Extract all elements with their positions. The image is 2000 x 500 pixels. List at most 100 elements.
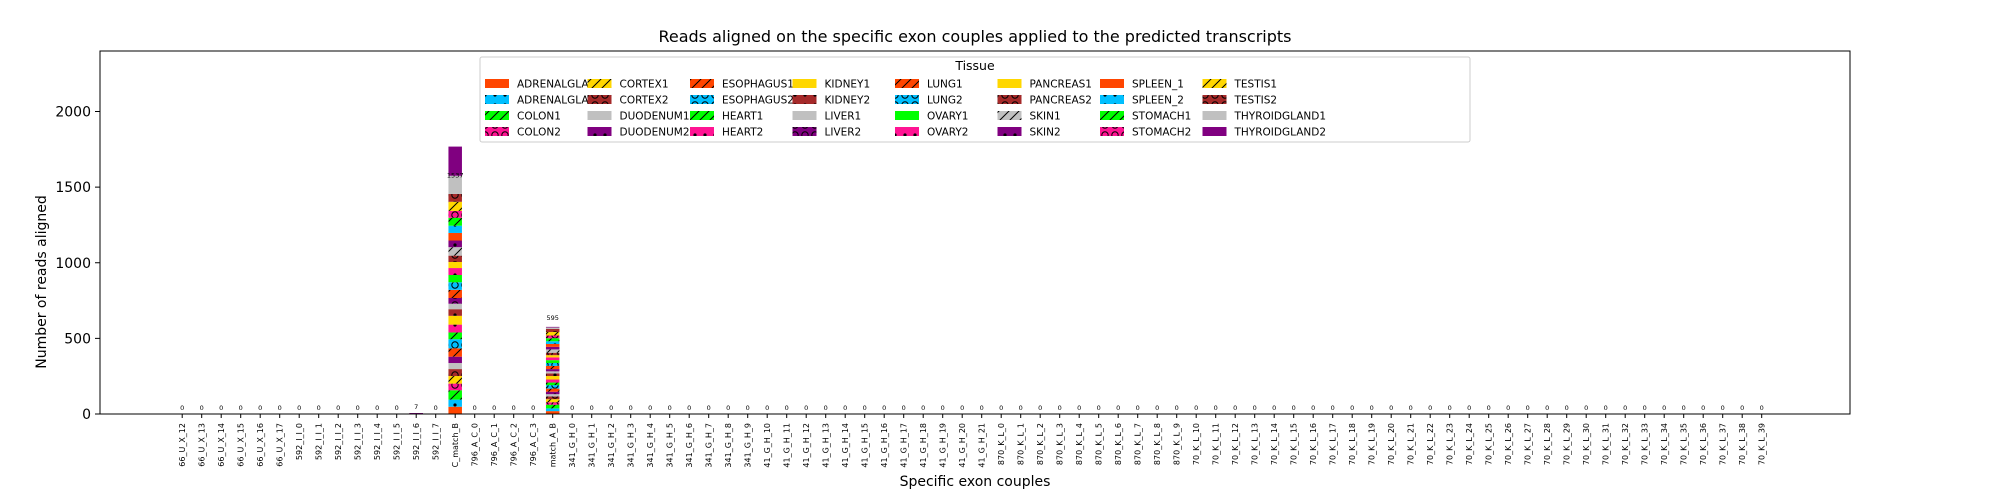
bar-segment-match-a-b-duodenum2 bbox=[545, 391, 560, 395]
x-axis-label: Specific exon couples bbox=[900, 474, 1051, 490]
bar-segment-c-match-b-adrenalgland2 bbox=[448, 399, 462, 407]
bar-total-66-u-x-12: 0 bbox=[180, 404, 184, 412]
legend-box bbox=[479, 56, 1471, 143]
bar-total-341-g-h-2: 0 bbox=[609, 404, 613, 412]
legend-swatch-lung1 bbox=[895, 79, 919, 88]
bar-segment-match-a-b-adrenalgland2 bbox=[545, 408, 560, 412]
legend-label-liver1: LIVER1 bbox=[825, 111, 862, 123]
bar-total-70-k-l-21: 0 bbox=[1409, 404, 1413, 412]
bar-segment-match-a-b-heart1 bbox=[545, 382, 560, 386]
bar-total-41-g-h-16: 0 bbox=[882, 404, 886, 412]
bar-segment-match-a-b-liver2 bbox=[545, 369, 560, 372]
bar-segment-c-match-b-testis2 bbox=[448, 193, 462, 202]
x-tick-label-c-match-b: C_match_B bbox=[451, 423, 460, 467]
bar-total-870-k-l-7: 0 bbox=[1136, 404, 1140, 412]
bar-total-70-k-l-24: 0 bbox=[1467, 404, 1471, 412]
legend-label-duodenum2: DUODENUM2 bbox=[620, 127, 690, 139]
bar-total-70-k-l-11: 0 bbox=[1214, 404, 1218, 412]
legend-label-colon2: COLON2 bbox=[517, 127, 561, 139]
x-tick-label-66-u-x-14: 66_U_X_14 bbox=[217, 423, 226, 467]
x-tick-label-796-a-c-3: 796_A_C_3 bbox=[529, 423, 538, 466]
legend-swatch-stomach1 bbox=[1100, 111, 1124, 120]
legend-swatch-cortex2 bbox=[587, 95, 612, 104]
x-tick-label-66-u-x-15: 66_U_X_15 bbox=[237, 423, 246, 467]
bar-total-41-g-h-12: 0 bbox=[804, 404, 808, 412]
y-tick-label: 1000 bbox=[55, 256, 91, 272]
legend-label-pancreas1: PANCREAS1 bbox=[1030, 79, 1093, 91]
bar-total-70-k-l-22: 0 bbox=[1428, 404, 1432, 412]
legend-label-colon1: COLON1 bbox=[517, 111, 561, 123]
bar-total-870-k-l-1: 0 bbox=[1019, 404, 1023, 412]
legend-swatch-cortex1 bbox=[587, 79, 612, 88]
x-tick-label-870-k-l-7: 870_K_L_7 bbox=[1134, 423, 1143, 465]
x-tick-label-870-k-l-8: 870_K_L_8 bbox=[1153, 423, 1162, 465]
x-tick-label-70-k-l-22: 70_K_L_22 bbox=[1426, 423, 1435, 465]
legend-swatch-duodenum1 bbox=[587, 111, 612, 120]
bar-total-341-g-h-0: 0 bbox=[570, 404, 574, 412]
bar-segment-c-match-b-stomach1 bbox=[448, 217, 462, 226]
x-tick-label-870-k-l-4: 870_K_L_4 bbox=[1075, 423, 1084, 465]
legend-swatch-ovary2 bbox=[895, 127, 919, 136]
x-tick-label-70-k-l-32: 70_K_L_32 bbox=[1621, 423, 1630, 465]
bar-total-70-k-l-17: 0 bbox=[1331, 404, 1335, 412]
legend-swatch-thyroidgland1 bbox=[1202, 111, 1227, 120]
y-tick-label: 2000 bbox=[55, 105, 91, 121]
x-tick-label-41-g-h-13: 41_G_H_13 bbox=[822, 423, 831, 468]
legend-swatch-testis1 bbox=[1202, 79, 1227, 88]
legend-swatch-ovary1 bbox=[895, 111, 919, 120]
x-tick-label-796-a-c-1: 796_A_C_1 bbox=[490, 423, 499, 466]
legend-swatch-pancreas1 bbox=[997, 79, 1022, 88]
legend-label-liver2: LIVER2 bbox=[825, 127, 862, 139]
x-tick-label-70-k-l-39: 70_K_L_39 bbox=[1758, 423, 1767, 465]
legend-label-ovary1: OVARY1 bbox=[927, 111, 969, 123]
bar-total-41-g-h-20: 0 bbox=[960, 404, 964, 412]
bar-total-41-g-h-19: 0 bbox=[941, 404, 945, 412]
legend-swatch-skin1 bbox=[997, 111, 1022, 120]
bar-total-70-k-l-34: 0 bbox=[1662, 404, 1666, 412]
bar-total-match-a-b: 595 bbox=[546, 314, 558, 322]
bar-total-341-g-h-5: 0 bbox=[668, 404, 672, 412]
bar-segment-c-match-b-spleen-2 bbox=[448, 225, 462, 233]
legend-swatch-heart2 bbox=[690, 127, 714, 136]
x-tick-label-341-g-h-6: 341_G_H_6 bbox=[685, 423, 694, 468]
bar-segment-match-a-b-liver1 bbox=[545, 371, 560, 374]
bar-segment-c-match-b-colon2 bbox=[448, 383, 462, 391]
x-tick-label-592-i-i-1: 592_I_I_1 bbox=[315, 423, 324, 460]
x-tick-label-796-a-c-2: 796_A_C_2 bbox=[510, 423, 519, 466]
x-tick-label-70-k-l-36: 70_K_L_36 bbox=[1699, 423, 1708, 465]
legend-swatch-spleen-1 bbox=[1100, 79, 1124, 88]
bar-total-70-k-l-28: 0 bbox=[1545, 404, 1549, 412]
bar-segment-match-a-b-ovary2 bbox=[545, 357, 560, 361]
legend-label-esophagus2: ESOPHAGUS2 bbox=[722, 95, 794, 107]
x-tick-label-70-k-l-34: 70_K_L_34 bbox=[1660, 423, 1669, 465]
bar-total-341-g-h-1: 0 bbox=[590, 404, 594, 412]
x-tick-label-70-k-l-16: 70_K_L_16 bbox=[1309, 423, 1318, 465]
bar-segment-c-match-b-skin2 bbox=[448, 240, 462, 248]
legend-swatch-testis2 bbox=[1202, 95, 1227, 104]
x-tick-label-70-k-l-28: 70_K_L_28 bbox=[1543, 423, 1552, 465]
legend-label-spleen-2: SPLEEN_2 bbox=[1132, 95, 1184, 107]
x-tick-label-796-a-c-0: 796_A_C_0 bbox=[471, 423, 480, 466]
bar-total-70-k-l-20: 0 bbox=[1389, 404, 1393, 412]
bar-total-70-k-l-36: 0 bbox=[1701, 404, 1705, 412]
bar-total-870-k-l-9: 0 bbox=[1175, 404, 1179, 412]
x-tick-label-41-g-h-17: 41_G_H_17 bbox=[900, 423, 909, 468]
bar-total-592-i-i-0: 0 bbox=[297, 404, 301, 412]
legend-swatch-pancreas2 bbox=[997, 95, 1022, 104]
bar-segment-c-match-b-ovary2 bbox=[448, 268, 462, 276]
bar-total-70-k-l-18: 0 bbox=[1350, 404, 1354, 412]
x-tick-label-70-k-l-24: 70_K_L_24 bbox=[1465, 423, 1474, 465]
x-tick-label-341-g-h-3: 341_G_H_3 bbox=[627, 423, 636, 468]
x-tick-label-41-g-h-14: 41_G_H_14 bbox=[841, 423, 850, 468]
x-tick-label-70-k-l-11: 70_K_L_11 bbox=[1212, 423, 1221, 465]
bar-total-870-k-l-5: 0 bbox=[1097, 404, 1101, 412]
legend-label-stomach1: STOMACH1 bbox=[1132, 111, 1191, 123]
y-tick-label: 0 bbox=[82, 407, 91, 423]
x-tick-label-870-k-l-2: 870_K_L_2 bbox=[1036, 423, 1045, 465]
bar-total-70-k-l-35: 0 bbox=[1682, 404, 1686, 412]
legend-swatch-liver1 bbox=[792, 111, 817, 120]
x-tick-label-870-k-l-6: 870_K_L_6 bbox=[1114, 423, 1123, 465]
legend-swatch-skin2 bbox=[997, 127, 1022, 136]
y-axis: 0 500 1000 1500 2000 bbox=[55, 105, 100, 423]
